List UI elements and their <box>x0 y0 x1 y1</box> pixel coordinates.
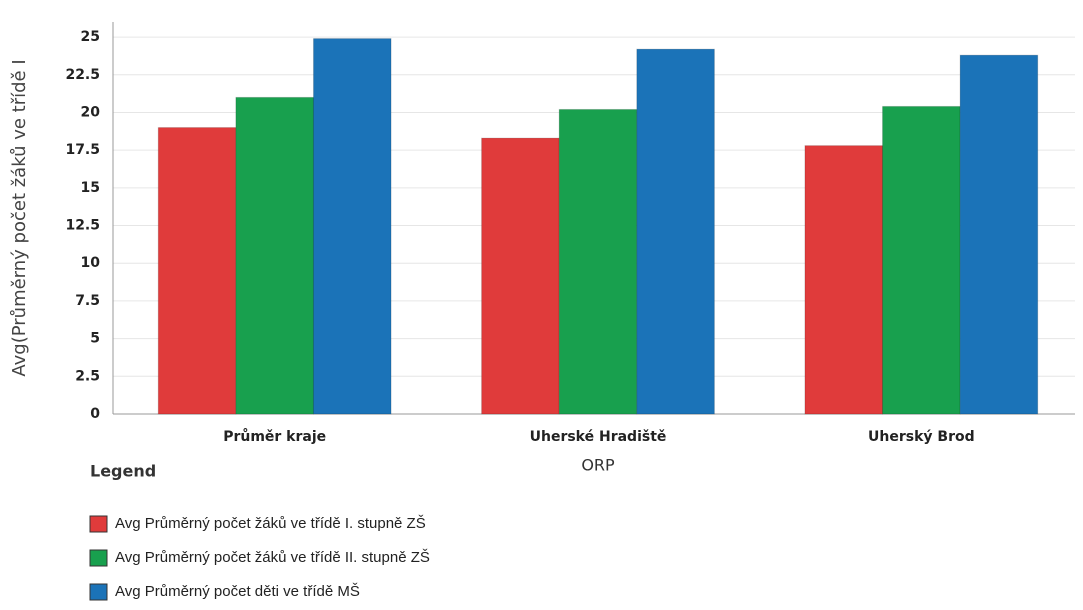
legend-label: Avg Průměrný počet žáků ve třídě I. stup… <box>115 515 426 532</box>
y-tick-label: 20 <box>81 104 101 120</box>
x-tick-label: Uherské Hradiště <box>530 429 667 445</box>
y-tick-label: 12.5 <box>65 218 100 234</box>
legend-label: Avg Průměrný počet děti ve třídě MŠ <box>115 583 360 600</box>
legend-swatch <box>89 515 108 533</box>
bar <box>558 108 638 415</box>
legend-label: Avg Průměrný počet žáků ve třídě II. stu… <box>115 549 430 566</box>
y-tick-label: 5 <box>90 331 100 347</box>
legend-swatch <box>89 549 108 567</box>
y-tick-label: 15 <box>81 180 100 196</box>
y-tick-label: 10 <box>81 255 101 271</box>
legend-title: Legend <box>90 462 156 481</box>
bar <box>636 48 715 415</box>
bar <box>481 137 560 415</box>
bar <box>882 105 961 415</box>
y-tick-label: 22.5 <box>65 67 100 83</box>
bar <box>312 38 392 415</box>
x-axis-label: ORP <box>581 456 615 475</box>
x-tick-label: Průměr kraje <box>223 428 326 445</box>
legend-swatch <box>89 583 108 601</box>
bar <box>157 127 237 415</box>
y-tick-label: 25 <box>81 29 100 45</box>
y-tick-label: 2.5 <box>75 368 100 384</box>
y-tick-label: 7.5 <box>75 293 100 309</box>
bar <box>959 54 1039 415</box>
bar <box>235 96 314 415</box>
y-tick-label: 17.5 <box>65 142 100 158</box>
bar <box>804 145 884 415</box>
y-axis-label: Avg(Průměrný počet žáků ve třídě I <box>9 59 30 376</box>
y-tick-label: 0 <box>90 406 100 422</box>
x-tick-label: Uherský Brod <box>868 429 975 445</box>
